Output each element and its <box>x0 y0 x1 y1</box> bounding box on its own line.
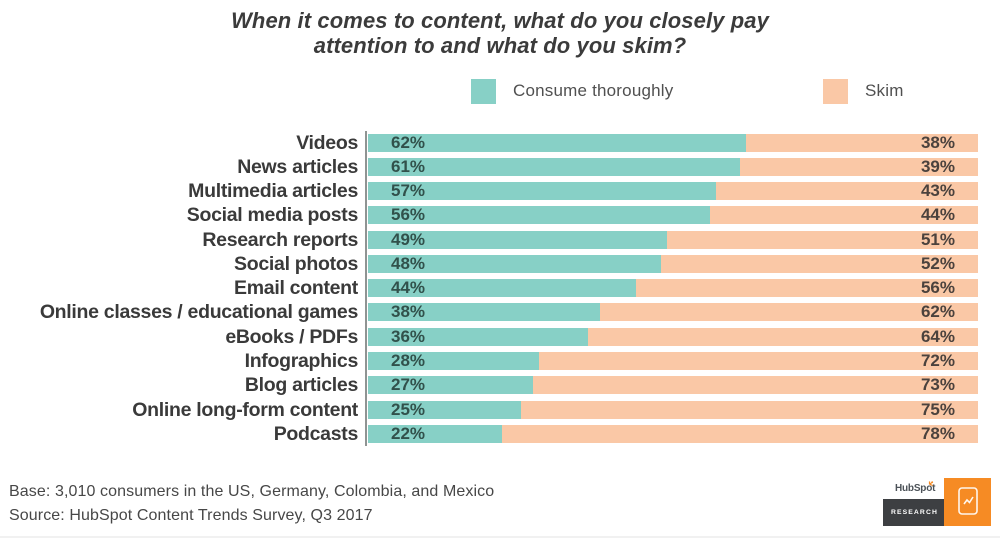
research-label: RESEARCH <box>891 509 938 516</box>
bar-segment-skim: 52% <box>660 253 978 273</box>
bar-segment-consume-thoroughly: 22% <box>368 423 503 443</box>
bar-row: 22% 78% <box>368 423 978 443</box>
bar-segment-skim: 44% <box>709 205 978 225</box>
value-label-skim: 44% <box>920 205 955 225</box>
bar-segment-skim: 72% <box>538 351 978 371</box>
bar-row: 44% 56% <box>368 278 978 298</box>
legend-label-consume-thoroughly: Consume thoroughly <box>513 81 674 100</box>
value-label-skim: 75% <box>920 399 955 419</box>
category-label: Blog articles <box>244 374 358 397</box>
bar-row: 56% 44% <box>368 205 978 225</box>
legend-swatch-consume-thoroughly <box>471 78 496 104</box>
base-note: Base: 3,010 consumers in the US, Germany… <box>9 483 495 500</box>
value-label-skim: 73% <box>920 375 955 395</box>
bar-segment-consume-thoroughly: 62% <box>368 132 747 152</box>
value-label-skim: 72% <box>920 351 955 371</box>
bar-row: 61% 39% <box>368 156 978 176</box>
bar-row: 36% 64% <box>368 326 978 346</box>
bar-segment-skim: 75% <box>520 399 978 419</box>
bar-segment-consume-thoroughly: 25% <box>368 399 521 419</box>
category-label: News articles <box>237 155 358 178</box>
bar-segment-consume-thoroughly: 27% <box>368 375 533 395</box>
bar-segment-consume-thoroughly: 61% <box>368 156 741 176</box>
bar-segment-skim: 56% <box>636 278 978 298</box>
value-label-consume-thoroughly: 38% <box>391 302 426 322</box>
value-label-consume-thoroughly: 36% <box>391 326 426 346</box>
value-label-skim: 52% <box>920 253 955 273</box>
category-label: Online classes / educational games <box>39 301 358 324</box>
category-label: Online long-form content <box>132 398 358 421</box>
category-label: eBooks / PDFs <box>225 325 358 348</box>
bar-segment-consume-thoroughly: 48% <box>368 253 661 273</box>
category-label: Social media posts <box>186 204 359 227</box>
hubspot-wordmark: HubSpo t <box>895 481 936 494</box>
chart-title-line1: When it comes to content, what do you cl… <box>231 8 769 33</box>
category-label: Videos <box>296 131 358 154</box>
bar-segment-skim: 43% <box>715 181 978 201</box>
value-label-skim: 51% <box>920 229 955 249</box>
bar-row: 25% 75% <box>368 399 978 419</box>
legend-item-skim: Skim <box>823 78 904 104</box>
legend-label-skim: Skim <box>865 81 904 100</box>
research-report-icon <box>944 478 991 526</box>
bar-segment-consume-thoroughly: 44% <box>368 278 637 298</box>
category-label: Email content <box>234 277 358 300</box>
bar-segment-consume-thoroughly: 28% <box>368 351 539 371</box>
bar-segment-skim: 78% <box>502 423 978 443</box>
hubspot-research-logo: HubSpo t RESEARCH <box>883 478 991 526</box>
research-label-box: RESEARCH <box>883 499 944 526</box>
value-label-consume-thoroughly: 27% <box>391 375 426 395</box>
value-label-consume-thoroughly: 22% <box>391 423 426 443</box>
bar-segment-skim: 39% <box>740 156 978 176</box>
bottom-divider <box>0 536 1000 538</box>
value-label-skim: 64% <box>920 326 955 346</box>
value-label-consume-thoroughly: 56% <box>391 205 426 225</box>
category-label: Infographics <box>244 350 359 373</box>
category-label: Multimedia articles <box>188 180 358 203</box>
bar-row: 38% 62% <box>368 302 978 322</box>
category-label: Podcasts <box>273 422 359 445</box>
bar-row: 28% 72% <box>368 351 978 371</box>
value-label-skim: 56% <box>920 278 955 298</box>
bar-segment-consume-thoroughly: 36% <box>368 326 588 346</box>
hubspot-sprocket-icon: o <box>926 481 934 494</box>
bar-row: 57% 43% <box>368 181 978 201</box>
bar-segment-consume-thoroughly: 38% <box>368 302 600 322</box>
value-label-consume-thoroughly: 28% <box>391 351 426 371</box>
footer-notes: Base: 3,010 consumers in the US, Germany… <box>9 480 494 527</box>
bar-segment-consume-thoroughly: 49% <box>368 229 667 249</box>
bar-segment-consume-thoroughly: 57% <box>368 181 716 201</box>
value-label-consume-thoroughly: 25% <box>391 399 426 419</box>
category-label: Social photos <box>234 252 358 275</box>
value-label-skim: 62% <box>920 302 955 322</box>
category-label: Research reports <box>202 228 358 251</box>
bar-row: 62% 38% <box>368 132 978 152</box>
bar-segment-consume-thoroughly: 56% <box>368 205 710 225</box>
value-label-consume-thoroughly: 57% <box>391 181 426 201</box>
value-label-skim: 43% <box>920 181 955 201</box>
bar-segment-skim: 51% <box>666 229 978 249</box>
bar-segment-skim: 38% <box>746 132 978 152</box>
value-label-consume-thoroughly: 62% <box>391 132 426 152</box>
y-axis-line <box>365 131 367 446</box>
chart-title-line2: attention to and what do you skim? <box>313 33 687 58</box>
value-label-skim: 78% <box>920 423 955 443</box>
bar-row: 49% 51% <box>368 229 978 249</box>
bar-segment-skim: 62% <box>599 302 978 322</box>
bar-row: 27% 73% <box>368 375 978 395</box>
source-note: Source: HubSpot Content Trends Survey, Q… <box>9 506 373 524</box>
bar-segment-skim: 64% <box>587 326 978 346</box>
value-label-consume-thoroughly: 48% <box>391 253 426 273</box>
value-label-consume-thoroughly: 49% <box>391 229 426 249</box>
legend-swatch-skim <box>823 78 848 104</box>
legend-item-consume-thoroughly: Consume thoroughly <box>471 78 673 104</box>
chart-title: When it comes to content, what do you cl… <box>0 8 1000 58</box>
value-label-skim: 38% <box>920 132 955 152</box>
value-label-consume-thoroughly: 44% <box>391 278 426 298</box>
bar-row: 48% 52% <box>368 253 978 273</box>
value-label-consume-thoroughly: 61% <box>391 156 426 176</box>
value-label-skim: 39% <box>920 156 955 176</box>
bar-segment-skim: 73% <box>532 375 978 395</box>
